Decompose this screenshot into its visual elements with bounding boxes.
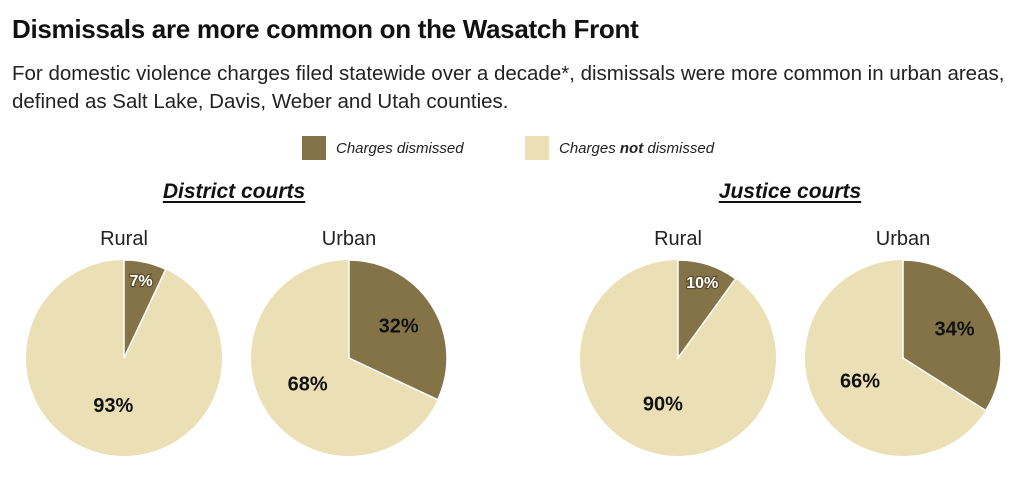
- pie-label-dismissed-justice-rural: 10%: [686, 275, 718, 292]
- pie-title-justice-urban: Urban: [875, 228, 931, 250]
- legend-item-dismissed: Charges dismissed: [302, 136, 464, 160]
- pie-slice-dismissed-district-urban: [348, 259, 448, 401]
- group-title-justice: Justice courts: [718, 180, 862, 203]
- pie-label-not-dismissed-justice-urban: 66%: [840, 371, 880, 393]
- chart-title: Dismissals are more common on the Wasatc…: [12, 14, 639, 44]
- legend-label-not-dismissed: Charges not dismissed: [559, 140, 714, 157]
- pie-title-district-rural: Rural: [100, 228, 148, 250]
- pie-label-not-dismissed-district-rural: 93%: [93, 395, 133, 417]
- group-title-district: District courts: [162, 180, 306, 203]
- legend-label-suffix: dismissed: [643, 139, 715, 157]
- chart-subtitle: For domestic violence charges filed stat…: [12, 62, 1005, 113]
- pie-title-justice-rural: Rural: [654, 228, 702, 250]
- pie-slice-dismissed-district-rural: [123, 259, 167, 359]
- legend-swatch-not-dismissed: [525, 136, 549, 160]
- pie-slice-dismissed-justice-urban: [902, 259, 1002, 412]
- legend-label-dismissed: Charges dismissed: [336, 139, 464, 157]
- pie-title-district-urban: Urban: [321, 228, 377, 250]
- legend-item-not-dismissed: Charges not dismissed: [525, 136, 714, 160]
- pie-label-dismissed-district-rural: 7%: [130, 273, 153, 290]
- pie-label-dismissed-district-urban: 32%: [379, 315, 419, 337]
- legend-label-bold: not: [619, 139, 644, 157]
- legend-label-prefix: Charges: [559, 139, 620, 157]
- legend-swatch-dismissed: [302, 136, 326, 160]
- legend: Charges dismissed Charges not dismissed: [0, 136, 1024, 162]
- pie-label-not-dismissed-district-urban: 68%: [288, 373, 328, 395]
- pie-slice-dismissed-justice-rural: [677, 259, 737, 361]
- pie-label-not-dismissed-justice-rural: 90%: [643, 394, 683, 416]
- pie-label-dismissed-justice-urban: 34%: [935, 319, 975, 341]
